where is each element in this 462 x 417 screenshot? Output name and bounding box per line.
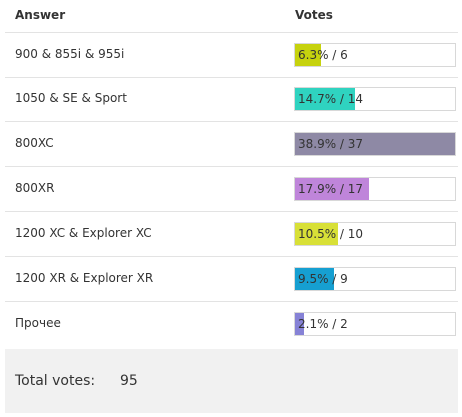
vote-bar: 14.7% / 14 xyxy=(294,87,456,111)
total-votes-label: Total votes: xyxy=(15,373,96,389)
vote-bar-fill xyxy=(295,223,339,245)
vote-bar-fill xyxy=(295,313,304,335)
votes-column-header: Votes xyxy=(295,8,333,22)
vote-bar-text: 6.3% / 6 xyxy=(298,48,348,62)
vote-bar-text: 38.9% / 37 xyxy=(298,137,364,151)
vote-bar-fill xyxy=(295,178,369,200)
vote-bar-fill xyxy=(295,268,335,290)
answer-column-header: Answer xyxy=(15,8,66,22)
vote-bar: 9.5% / 9 xyxy=(294,267,456,291)
vote-bar: 10.5% / 10 xyxy=(294,222,456,246)
vote-bar-text: 2.1% / 2 xyxy=(298,317,348,331)
total-votes-value: 95 xyxy=(120,373,138,389)
answer-label: 900 & 855i & 955i xyxy=(15,47,125,61)
poll-row: 1050 & SE & Sport 14.7% / 14 xyxy=(5,77,458,122)
poll-row: Прочее 2.1% / 2 xyxy=(5,302,458,346)
vote-bar: 17.9% / 17 xyxy=(294,177,456,201)
poll-row: 900 & 855i & 955i 6.3% / 6 xyxy=(5,32,458,78)
vote-bar: 6.3% / 6 xyxy=(294,43,456,67)
answer-label: Прочее xyxy=(15,316,61,330)
answer-label: 800XR xyxy=(15,181,55,195)
answer-label: 1050 & SE & Sport xyxy=(15,91,127,105)
answer-label: 800XC xyxy=(15,136,54,150)
vote-bar-text: 9.5% / 9 xyxy=(298,272,348,286)
answer-label: 1200 XC & Explorer XC xyxy=(15,226,152,240)
vote-bar-text: 10.5% / 10 xyxy=(298,227,364,241)
poll-row: 1200 XC & Explorer XC 10.5% / 10 xyxy=(5,212,458,257)
vote-bar-fill xyxy=(295,133,455,155)
vote-bar-text: 14.7% / 14 xyxy=(298,92,364,106)
vote-bar-fill xyxy=(295,88,356,110)
answer-label: 1200 XR & Explorer XR xyxy=(15,271,154,285)
vote-bar-text: 17.9% / 17 xyxy=(298,182,364,196)
poll-row: 800XC 38.9% / 37 xyxy=(5,122,458,167)
poll-row: 800XR 17.9% / 17 xyxy=(5,167,458,212)
vote-bar: 2.1% / 2 xyxy=(294,312,456,336)
vote-bar-fill xyxy=(295,44,321,66)
poll-footer: Total votes: 95 xyxy=(5,349,458,413)
poll-row: 1200 XR & Explorer XR 9.5% / 9 xyxy=(5,257,458,302)
vote-bar: 38.9% / 37 xyxy=(294,132,456,156)
